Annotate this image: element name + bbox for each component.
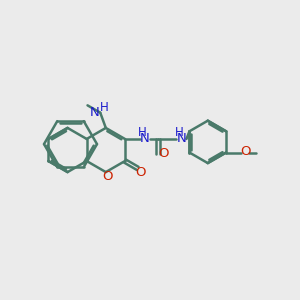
Text: O: O — [240, 145, 250, 158]
Text: H: H — [99, 101, 108, 114]
Text: N: N — [177, 132, 186, 145]
Text: H: H — [174, 126, 183, 139]
Text: O: O — [102, 170, 112, 183]
Text: H: H — [138, 126, 147, 139]
Text: N: N — [140, 132, 150, 145]
Text: O: O — [135, 166, 145, 179]
Text: O: O — [158, 147, 169, 160]
Text: N: N — [90, 106, 100, 118]
